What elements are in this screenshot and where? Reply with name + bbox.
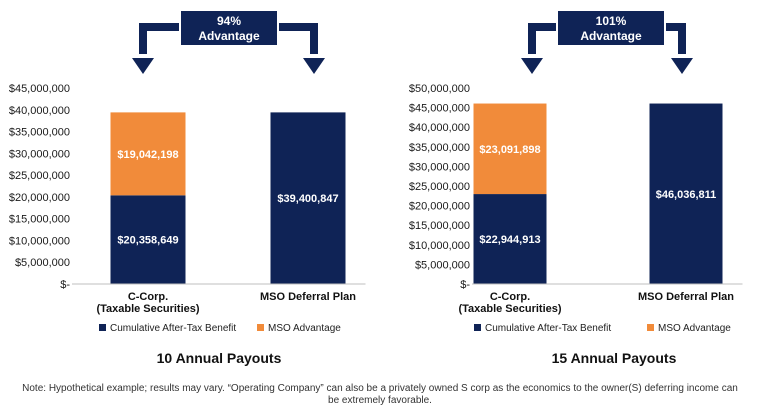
y-tick-label: $25,000,000 [409,181,470,193]
y-tick-label: $5,000,000 [15,257,70,269]
legend-swatch [647,324,654,331]
legend-swatch [99,324,106,331]
legend-label: MSO Advantage [658,323,731,334]
legend-label: Cumulative After-Tax Benefit [485,323,611,334]
y-tick-label: $15,000,000 [9,214,70,226]
y-tick-label: $20,000,000 [409,201,470,213]
x-category-label: C-Corp. [490,291,530,303]
x-category-label: (Taxable Securities) [458,303,561,315]
legend-label: Cumulative After-Tax Benefit [110,323,236,334]
x-category-label: MSO Deferral Plan [638,291,734,303]
bar-after-tax-benefit [473,194,547,284]
bar-value-label: $46,036,811 [656,189,717,201]
advantage-box [179,9,279,47]
advantage-label: Advantage [580,29,642,43]
y-tick-label: $- [60,279,70,291]
bar-value-label: $23,091,898 [479,144,540,156]
y-tick-label: $35,000,000 [9,127,70,139]
chart-panel-10-payouts: $- $5,000,000 $10,000,000 $15,000,000 $20,00… [0,0,380,372]
y-tick-label: $45,000,000 [409,103,470,115]
advantage-percent: 101% [596,14,627,28]
advantage-label: Advantage [198,29,260,43]
advantage-arrow-right-shaft [310,23,318,54]
y-tick-label: $35,000,000 [409,142,470,154]
y-tick-label: $30,000,000 [409,161,470,173]
bar-value-label: $19,042,198 [117,149,178,161]
y-tick-label: $- [460,279,470,291]
x-category-label: MSO Deferral Plan [260,291,356,303]
bar-after-tax-benefit [110,195,186,284]
bar-after-tax-benefit [270,112,346,284]
bar-mso-advantage [473,103,547,195]
arrow-down-icon [303,58,325,74]
y-tick-label: $15,000,000 [409,220,470,232]
x-category-label: C-Corp. [128,291,168,303]
advantage-box [556,9,666,47]
legend-swatch [474,324,481,331]
x-category-label: (Taxable Securities) [96,303,199,315]
bar-after-tax-benefit [649,103,723,284]
advantage-arrow-left-shaft [528,23,536,54]
legend-swatch [257,324,264,331]
y-tick-label: $45,000,000 [9,83,70,95]
bar-value-label: $39,400,847 [277,193,338,205]
legend-label: MSO Advantage [268,323,341,334]
arrow-down-icon [671,58,693,74]
y-tick-label: $40,000,000 [9,105,70,117]
advantage-arrow-right-shaft [678,23,686,54]
advantage-arrow-left-shaft [139,23,147,54]
arrow-down-icon [521,58,543,74]
chart-10-annual-payouts: $- $5,000,000 $10,000,000 $15,000,000 $20,00… [9,9,366,366]
y-tick-label: $50,000,000 [409,83,470,95]
chart-title: 15 Annual Payouts [552,350,677,366]
chart-15-annual-payouts: $- $5,000,000 $10,000,000 $15,000,000 $20,00… [409,9,743,366]
y-tick-label: $25,000,000 [9,170,70,182]
bar-mso-advantage [110,112,186,196]
advantage-percent: 94% [217,14,241,28]
y-tick-label: $10,000,000 [409,240,470,252]
y-tick-label: $5,000,000 [415,259,470,271]
y-tick-label: $40,000,000 [409,122,470,134]
y-tick-label: $10,000,000 [9,235,70,247]
bar-value-label: $20,358,649 [117,235,178,247]
arrow-down-icon [132,58,154,74]
bar-value-label: $22,944,913 [479,234,540,246]
y-tick-label: $30,000,000 [9,148,70,160]
chart-title: 10 Annual Payouts [157,350,282,366]
chart-panel-15-payouts: $- $5,000,000 $10,000,000 $15,000,000 $20,00… [380,0,760,372]
y-tick-label: $20,000,000 [9,192,70,204]
footnote: Note: Hypothetical example; results may … [22,383,738,406]
